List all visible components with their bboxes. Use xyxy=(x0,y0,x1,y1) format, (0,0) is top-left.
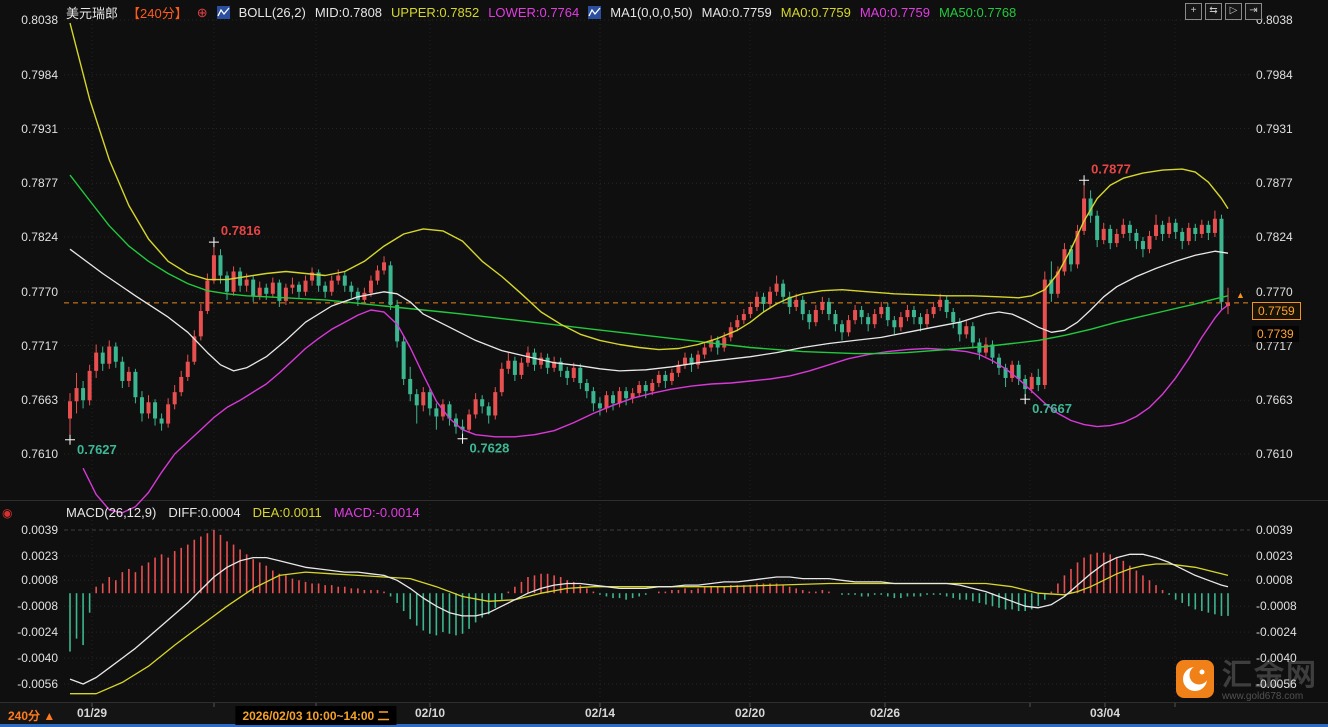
price-axis-label: 0.7610 xyxy=(21,447,58,461)
date-label: 02/20 xyxy=(734,706,766,720)
dea-line xyxy=(70,563,1229,695)
date-label: 02/14 xyxy=(584,706,616,720)
boll-label[interactable]: BOLL(26,2) xyxy=(238,5,306,20)
site-watermark: 汇金网 www.gold678.com xyxy=(1176,660,1318,703)
macd-lines xyxy=(69,553,1229,695)
macd-axis-label: 0.0039 xyxy=(21,523,58,537)
extreme-marker xyxy=(457,433,468,444)
price-axis-label: 0.8038 xyxy=(21,13,58,27)
price-axis-label: 0.7931 xyxy=(21,121,58,136)
extreme-marker xyxy=(208,237,219,248)
diff-line xyxy=(69,553,1229,685)
boll-mid-line xyxy=(69,248,1229,372)
macd-axis-label: 0.0008 xyxy=(1256,573,1293,588)
price-axis-label: 0.7931 xyxy=(1256,121,1293,136)
macd-label[interactable]: MACD(26,12,9) xyxy=(66,505,157,520)
macd-marker-icon[interactable]: ◉ xyxy=(2,506,13,520)
price-axis-label: 0.7663 xyxy=(21,393,58,408)
price-axis-label: 0.7824 xyxy=(21,230,58,244)
price-axis-label: 0.7717 xyxy=(21,338,58,353)
interval-label[interactable]: 【240分】 xyxy=(127,6,188,21)
ma0-yellow-value: MA0:0.7759 xyxy=(780,5,851,20)
macd-axis-label: -0.0040 xyxy=(1256,651,1297,666)
boll-lower-value: LOWER:0.7764 xyxy=(488,5,580,20)
chart-toolbar: + ⇆ ▷ ⇥ xyxy=(1185,3,1262,20)
secondary-price-tag: 0.7739 xyxy=(1252,326,1299,342)
bottom-accent-strip xyxy=(0,724,1328,727)
circle-plus-icon[interactable]: ⊕ xyxy=(196,4,208,20)
x-axis-bar xyxy=(0,703,1328,724)
date-label: 01/29 xyxy=(76,706,108,720)
price-axis-label: 0.7717 xyxy=(1256,338,1293,353)
macd-axis-label: -0.0024 xyxy=(17,625,58,640)
selected-bar-date-label: 2026/02/03 10:00~14:00 二 xyxy=(235,706,397,725)
date-label: 03/04 xyxy=(1089,706,1121,720)
up-triangle-icon: ▲ xyxy=(43,709,56,723)
macd-header: MACD(26,12,9) DIFF:0.0004 DEA:0.0011 MAC… xyxy=(66,505,420,520)
macd-dea-value: DEA:0.0011 xyxy=(252,505,322,520)
macd-axis-label: 0.0008 xyxy=(21,573,58,588)
price-axis-label: 0.7877 xyxy=(21,176,58,191)
macd-axis-label: 0.0039 xyxy=(1256,523,1293,537)
ma0-white-value: MA0:0.7759 xyxy=(701,5,772,20)
ma-label[interactable]: MA1(0,0,0,50) xyxy=(610,5,693,20)
extreme-label: 0.7667 xyxy=(1032,401,1072,416)
extreme-label: 0.7627 xyxy=(77,442,117,457)
macd-value: MACD:-0.0014 xyxy=(333,505,420,520)
watermark-site-name: 汇金网 xyxy=(1222,659,1318,692)
extreme-marker xyxy=(1020,394,1031,405)
macd-axis-label: -0.0008 xyxy=(17,599,58,614)
boll-upper-line xyxy=(69,22,1229,351)
price-axis-label: 0.7877 xyxy=(1256,176,1293,191)
boll-lower-line xyxy=(82,304,1229,514)
ma50-value: MA50:0.7768 xyxy=(938,5,1017,20)
indicator-chart-icon[interactable] xyxy=(216,6,230,19)
crosshair-icon[interactable]: + xyxy=(1185,3,1202,20)
macd-axis-label: -0.0056 xyxy=(17,677,58,691)
macd-axis-label: -0.0056 xyxy=(1256,677,1297,691)
date-label: 02/10 xyxy=(414,706,446,720)
price-axis-label: 0.7663 xyxy=(1256,393,1293,408)
current-price-tag: 0.7759 xyxy=(1252,302,1301,320)
price-axis-label: 0.7984 xyxy=(21,67,58,82)
extreme-label: 0.7628 xyxy=(470,441,510,456)
price-axis-label: 0.7770 xyxy=(21,284,58,299)
overlay-lines xyxy=(69,22,1229,514)
range-icon[interactable]: ⇆ xyxy=(1205,3,1222,20)
price-axis-label: 0.7770 xyxy=(1256,284,1293,299)
price-axis-label: 0.7984 xyxy=(1256,67,1293,82)
exit-icon[interactable]: ⇥ xyxy=(1245,3,1262,20)
price-axis-label: 0.8038 xyxy=(1256,13,1293,27)
price-axis-label: 0.7824 xyxy=(1256,230,1293,244)
candlestick-series xyxy=(68,183,1230,437)
grid-lines xyxy=(64,19,1250,700)
price-marker-icon: ▲ xyxy=(1236,290,1245,300)
footer-interval-label[interactable]: 240分 ▲ xyxy=(8,709,56,723)
ma0-magenta-value: MA0:0.7759 xyxy=(859,5,930,20)
date-label: 02/26 xyxy=(869,706,901,720)
macd-axis-label: 0.0023 xyxy=(1256,548,1293,563)
huijin-logo-icon xyxy=(1176,660,1214,703)
extreme-marker xyxy=(65,434,75,445)
symbol-title: 美元瑞郎 xyxy=(66,6,119,21)
chart-header: 美元瑞郎 【240分】 ⊕ BOLL(26,2) MID:0.7808 UPPE… xyxy=(66,3,1016,22)
watermark-site-url: www.gold678.com xyxy=(1222,691,1304,702)
indicator-chart-icon[interactable] xyxy=(588,6,602,19)
extreme-label: 0.7877 xyxy=(1091,161,1131,176)
ma50-line xyxy=(69,174,1229,355)
macd-axis-label: 0.0023 xyxy=(21,548,58,563)
macd-axis-label: -0.0008 xyxy=(1256,599,1297,614)
macd-histogram xyxy=(69,530,1229,652)
boll-mid-value: MID:0.7808 xyxy=(314,5,383,20)
price-axis-label: 0.7610 xyxy=(1256,447,1293,461)
boll-upper-value: UPPER:0.7852 xyxy=(391,5,480,20)
extreme-label: 0.7816 xyxy=(221,223,261,238)
macd-diff-value: DIFF:0.0004 xyxy=(168,505,241,520)
play-icon[interactable]: ▷ xyxy=(1225,3,1242,20)
macd-axis-label: -0.0040 xyxy=(17,651,58,666)
macd-axis-label: -0.0024 xyxy=(1256,625,1297,640)
extreme-marker xyxy=(1079,175,1090,186)
